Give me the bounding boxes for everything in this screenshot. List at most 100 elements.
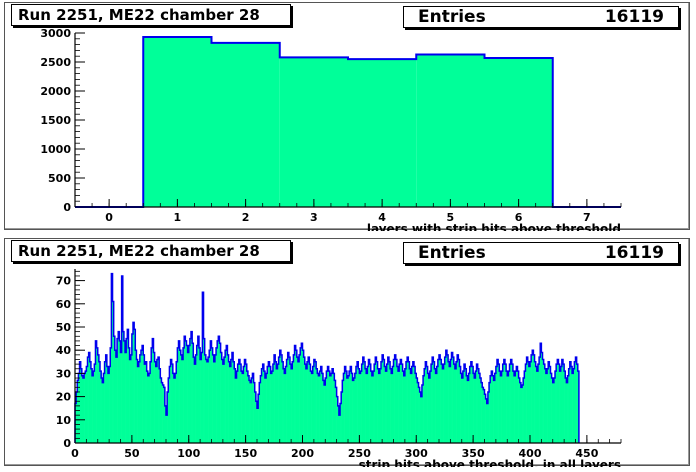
histogram-bin [561, 359, 564, 443]
histogram-bin [476, 364, 478, 443]
histogram-bin [176, 361, 178, 443]
histogram-bin [307, 361, 309, 443]
histogram-bin [444, 357, 447, 443]
histogram-bin [515, 371, 517, 443]
x-tick-label: 350 [462, 447, 485, 460]
histogram-bin [126, 338, 128, 443]
histogram-bin [109, 366, 111, 443]
histogram-bin [536, 371, 539, 443]
histogram-bin [530, 361, 532, 443]
histogram-bin [531, 354, 533, 443]
x-tick-label: 150 [234, 447, 257, 460]
histogram-bin [213, 361, 216, 443]
y-tick-label: 1000 [40, 143, 71, 156]
histogram-bin [392, 366, 394, 443]
histogram-bin [175, 373, 177, 443]
histogram-bin [139, 354, 142, 443]
x-tick-label: 7 [583, 211, 591, 224]
histogram-bin [228, 361, 230, 443]
histogram-bin [336, 396, 339, 443]
histogram-bin [246, 371, 249, 443]
histogram-bin [473, 373, 475, 443]
histogram-bin [570, 366, 573, 443]
histogram-bin [377, 368, 380, 443]
histogram-bin [107, 373, 110, 443]
histogram-bin [245, 364, 248, 443]
histogram-bin [499, 371, 501, 443]
histogram-bin [462, 371, 465, 443]
histogram-bin [467, 380, 469, 443]
histogram-bin [153, 352, 155, 443]
histogram-bin [205, 359, 208, 443]
histogram-bin [404, 368, 407, 443]
histogram-bin [286, 359, 289, 443]
histogram-bin [344, 366, 347, 443]
histogram-bin [540, 343, 542, 443]
histogram-bin [519, 382, 522, 443]
histogram-bin [432, 357, 434, 443]
histogram-bin [351, 373, 353, 443]
histogram-bin [532, 350, 534, 443]
histogram-bin [271, 371, 274, 443]
histogram-bin [562, 364, 565, 443]
histogram-bin [208, 357, 210, 443]
histogram-bin [368, 359, 370, 443]
histogram-bin [412, 361, 415, 443]
x-tick-label: 50 [124, 447, 140, 460]
x-tick-label: 400 [519, 447, 542, 460]
histogram-bin [147, 375, 150, 443]
histogram-bin [251, 378, 253, 443]
histogram-bin [424, 368, 426, 443]
histogram-bin [168, 378, 170, 443]
histogram-bin [252, 373, 254, 443]
y-tick-label: 70 [56, 275, 72, 288]
histogram-bin [253, 382, 256, 443]
histogram-bin [238, 359, 241, 443]
histogram-outline [74, 272, 580, 443]
histogram-bin [434, 368, 436, 443]
stats-box: Entries 16119 [403, 242, 679, 264]
histogram-bin [155, 366, 158, 443]
histogram-bin [433, 361, 435, 443]
y-tick-label: 50 [56, 321, 72, 334]
histogram-bin [121, 275, 124, 443]
histogram-bin [475, 371, 477, 443]
histogram-bin [270, 373, 273, 443]
histogram-bin [448, 361, 450, 443]
histogram-bin [311, 373, 314, 443]
histogram-bin [192, 343, 194, 443]
histogram-bin [113, 336, 116, 443]
histogram-bin [426, 366, 428, 443]
histogram-bin [243, 366, 245, 443]
histogram-bin [191, 331, 193, 443]
histogram-bin [464, 364, 466, 443]
histogram-bin [490, 375, 492, 443]
histogram-bin [493, 380, 496, 443]
histogram-bin [193, 357, 195, 443]
histogram-bin [423, 375, 425, 443]
histogram-bin [383, 359, 385, 443]
histogram-bin [401, 364, 403, 443]
histogram-bin [393, 359, 395, 443]
histogram-bin [82, 378, 85, 443]
histogram-bin [365, 368, 367, 443]
histogram-bin [576, 364, 579, 443]
histogram-title: Run 2251, ME22 chamber 28 [11, 4, 291, 26]
histogram-bin [386, 364, 389, 443]
histogram-bin [516, 366, 518, 443]
histogram-bin [80, 368, 83, 443]
stats-box: Entries 16119 [403, 6, 679, 28]
y-tick-label: 30 [56, 367, 72, 380]
histogram-bin [362, 357, 365, 443]
histogram-bin [309, 364, 311, 443]
histogram-bin [135, 350, 137, 443]
histogram-bin [241, 371, 243, 443]
histogram-bin [468, 373, 471, 443]
histogram-bin [86, 366, 88, 443]
histogram-bin [497, 359, 499, 443]
histogram-bin [122, 331, 125, 443]
histogram-bin [202, 292, 204, 443]
histogram-bin [219, 343, 221, 443]
histogram-bin [526, 357, 529, 443]
histogram-bin [77, 380, 79, 443]
